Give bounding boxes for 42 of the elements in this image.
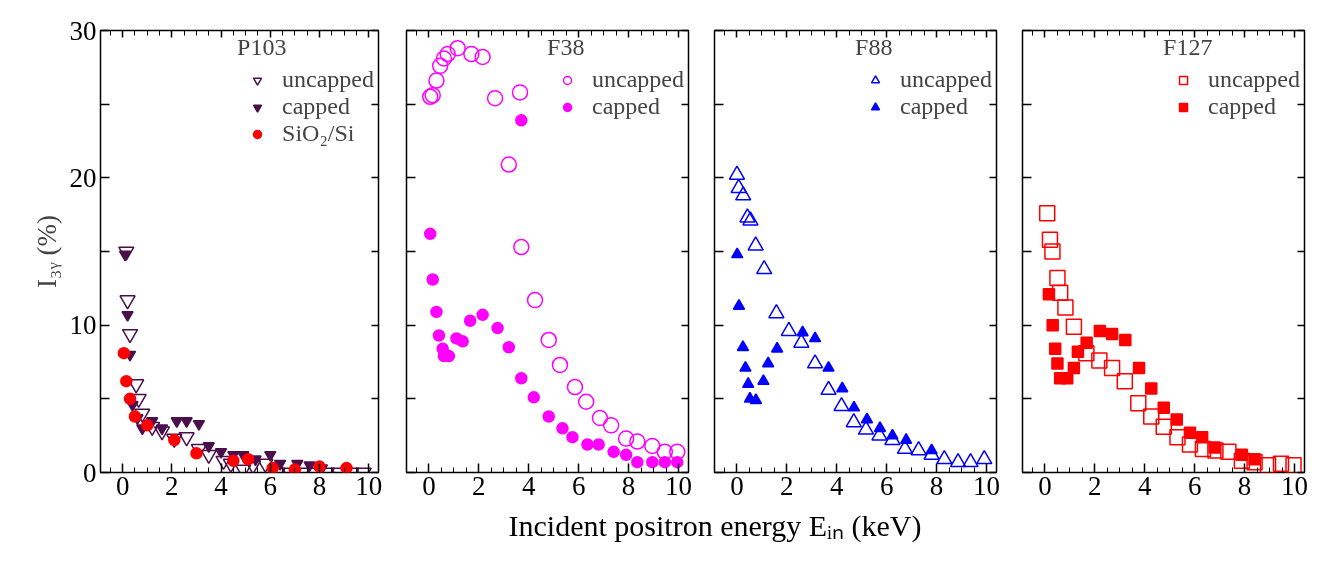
x-tick-label: 2 xyxy=(1088,470,1102,501)
legend-label: capped xyxy=(592,93,660,120)
y-tick-label: 20 xyxy=(69,162,97,193)
x-tick-label: 4 xyxy=(830,470,845,501)
y-tick-label: 10 xyxy=(69,310,97,341)
x-tick-label: 0 xyxy=(1038,470,1052,501)
legend-label: capped xyxy=(1208,93,1276,120)
legend-title: F127 xyxy=(1163,34,1214,61)
x-tick-label: 0 xyxy=(730,470,744,501)
x-tick-label: 6 xyxy=(571,470,586,501)
x-tick-label: 8 xyxy=(312,470,327,501)
x-tick-label: 2 xyxy=(780,470,794,501)
x-tick-label: 10 xyxy=(973,470,1001,501)
x-tick-label: 10 xyxy=(1281,470,1309,501)
x-tick-label: 4 xyxy=(214,470,229,501)
legend-label: uncapped xyxy=(282,66,374,93)
x-tick-label: 8 xyxy=(621,470,636,501)
legend-title: F88 xyxy=(855,34,894,61)
x-tick-label: 2 xyxy=(472,470,486,501)
y-tick-label: 30 xyxy=(69,15,97,46)
x-tick-label: 10 xyxy=(355,470,383,501)
x-tick-label: 4 xyxy=(1138,470,1153,501)
x-tick-label: 6 xyxy=(1187,470,1202,501)
x-tick-label: 0 xyxy=(115,470,130,501)
x-axis-title: Incident positron energy Eᵢₙ (keV) xyxy=(508,508,922,544)
x-tick-label: 6 xyxy=(263,470,277,501)
x-tick-label: 2 xyxy=(165,470,179,501)
legend-label: SiO₂/Si xyxy=(282,120,355,147)
x-tick-label: 8 xyxy=(929,470,944,501)
x-tick-label: 6 xyxy=(879,470,894,501)
x-tick-label: 8 xyxy=(1237,470,1252,501)
legend-label: capped xyxy=(900,93,968,120)
legend-label: capped xyxy=(282,93,350,120)
x-tick-label: 4 xyxy=(522,470,537,501)
x-tick-label: 10 xyxy=(665,470,693,501)
legend-label: uncapped xyxy=(592,66,684,93)
x-tick-label: 0 xyxy=(422,470,436,501)
legend-title: P103 xyxy=(237,34,288,61)
legend-title: F38 xyxy=(547,34,586,61)
legend-label: uncapped xyxy=(1208,66,1300,93)
legend-label: uncapped xyxy=(900,66,992,93)
y-axis-title: I₃ᵧ (%) xyxy=(31,215,62,288)
